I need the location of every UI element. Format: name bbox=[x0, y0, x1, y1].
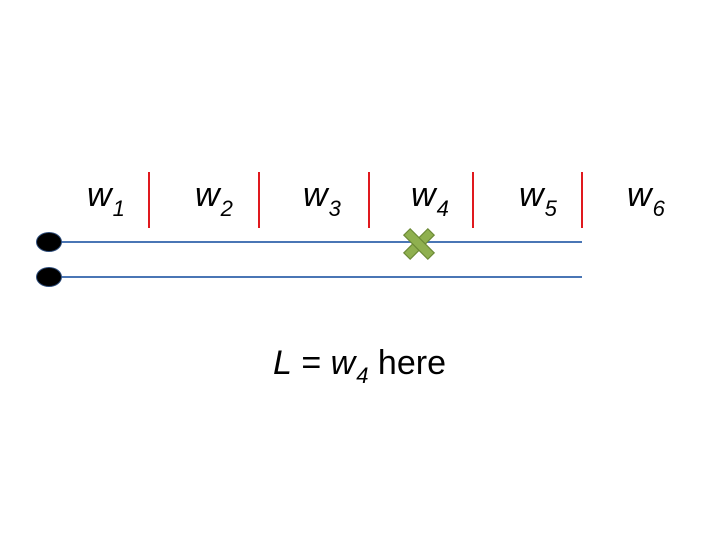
segment-label-w2: w2 bbox=[195, 176, 233, 221]
segment-label-w3: w3 bbox=[303, 176, 341, 221]
segment-divider bbox=[148, 172, 150, 228]
segment-divider bbox=[472, 172, 474, 228]
segment-divider bbox=[258, 172, 260, 228]
lower-wire bbox=[50, 276, 582, 278]
lower-terminal-dot bbox=[36, 267, 62, 287]
caption: L = w4 here bbox=[273, 344, 446, 388]
segment-label-w1: w1 bbox=[87, 176, 125, 221]
upper-wire bbox=[50, 241, 582, 243]
upper-terminal-dot bbox=[36, 232, 62, 252]
segment-divider bbox=[368, 172, 370, 228]
segment-label-w6: w6 bbox=[627, 176, 665, 221]
segment-divider bbox=[581, 172, 583, 228]
fault-cross-icon bbox=[402, 227, 436, 261]
segment-label-w4: w4 bbox=[411, 176, 449, 221]
segment-label-w5: w5 bbox=[519, 176, 557, 221]
